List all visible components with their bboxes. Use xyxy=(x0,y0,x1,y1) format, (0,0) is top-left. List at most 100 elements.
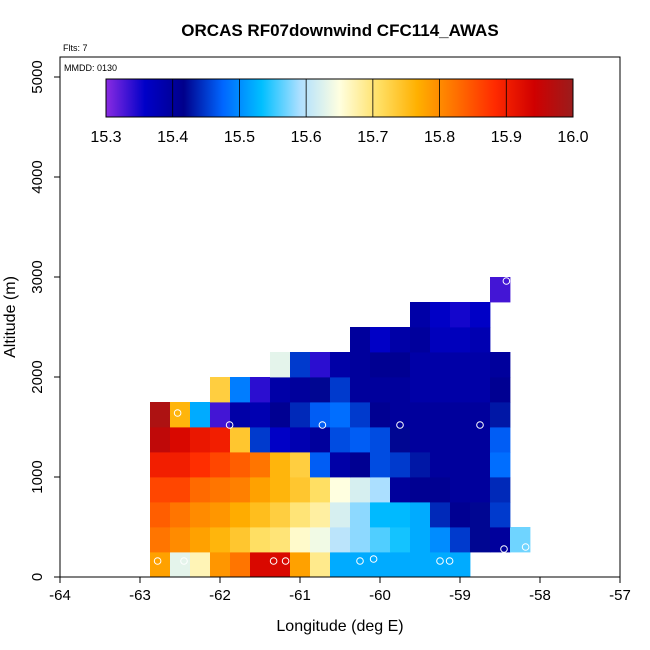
heatmap-cell xyxy=(390,527,411,553)
heatmap-cell xyxy=(190,427,211,453)
heatmap-cell xyxy=(310,502,331,528)
heatmap-cell xyxy=(390,402,411,428)
heatmap-cell xyxy=(270,377,291,403)
heatmap-cell xyxy=(450,502,471,528)
heatmap-cell xyxy=(450,552,471,578)
heatmap-cell xyxy=(470,502,491,528)
heatmap-cell xyxy=(450,527,471,553)
x-tick-label: -61 xyxy=(289,587,311,604)
heatmap-cell xyxy=(150,452,171,478)
heatmap-cells xyxy=(150,277,531,578)
heatmap-cell xyxy=(230,452,251,478)
heatmap-cell xyxy=(210,477,231,503)
heatmap-cell xyxy=(250,452,271,478)
y-tick-label: 5000 xyxy=(29,60,46,93)
heatmap-cell xyxy=(450,402,471,428)
heatmap-cell xyxy=(470,377,491,403)
heatmap-cell xyxy=(350,352,371,378)
heatmap-cell xyxy=(290,477,311,503)
heatmap-cell xyxy=(430,527,451,553)
heatmap-cell xyxy=(330,502,351,528)
heatmap-cell xyxy=(470,427,491,453)
heatmap-cell xyxy=(190,552,211,578)
heatmap-cell xyxy=(250,502,271,528)
colorbar-tick-label: 15.9 xyxy=(491,129,522,146)
heatmap-cell xyxy=(210,427,231,453)
heatmap-cell xyxy=(350,327,371,353)
heatmap-cell xyxy=(170,552,191,578)
sample-point xyxy=(436,557,444,565)
heatmap-cell xyxy=(250,402,271,428)
heatmap-cell xyxy=(370,552,391,578)
heatmap-cell xyxy=(210,402,231,428)
heatmap-cell xyxy=(310,527,331,553)
heatmap-cell xyxy=(210,377,231,403)
heatmap-cell xyxy=(330,427,351,453)
sample-point xyxy=(225,421,234,429)
heatmap-cell xyxy=(450,477,471,503)
heatmap-cell xyxy=(370,427,391,453)
heatmap-cell xyxy=(310,477,331,503)
heatmap-cell xyxy=(390,477,411,503)
heatmap-cell xyxy=(430,302,451,328)
heatmap-cell xyxy=(370,402,391,428)
heatmap-cell xyxy=(450,302,471,328)
heatmap-cell xyxy=(210,527,231,553)
heatmap-cell xyxy=(170,452,191,478)
heatmap-cell xyxy=(430,477,451,503)
heatmap-cell xyxy=(250,527,271,553)
heatmap-cell xyxy=(270,452,291,478)
x-axis: -64 -63 -62 -61 -60 -59 -58 -57 xyxy=(49,577,631,604)
heatmap-cell xyxy=(350,452,371,478)
heatmap-cell xyxy=(330,452,351,478)
heatmap-cell xyxy=(290,552,311,578)
chart-title: ORCAS RF07downwind CFC114_AWAS xyxy=(181,21,498,40)
heatmap-cell xyxy=(350,527,371,553)
heatmap-cell xyxy=(150,527,171,553)
heatmap-cell xyxy=(310,352,331,378)
heatmap-cell xyxy=(250,377,271,403)
heatmap-cell xyxy=(410,352,431,378)
heatmap-cell xyxy=(370,502,391,528)
heatmap-cell xyxy=(190,452,211,478)
heatmap-cell xyxy=(430,452,451,478)
x-tick-label: -57 xyxy=(609,587,631,604)
sample-point xyxy=(502,277,511,285)
heatmap-cell xyxy=(170,477,191,503)
heatmap-cell xyxy=(330,352,351,378)
x-tick-label: -60 xyxy=(369,587,391,604)
heatmap-cell xyxy=(390,327,411,353)
heatmap-cell xyxy=(390,377,411,403)
heatmap-cell xyxy=(250,477,271,503)
sample-point xyxy=(476,421,484,429)
heatmap-cell xyxy=(270,527,291,553)
heatmap-cell xyxy=(150,477,171,503)
sample-point xyxy=(318,421,327,429)
sample-point xyxy=(521,543,530,551)
x-tick-label: -62 xyxy=(209,587,231,604)
colorbar-tick-label: 16.0 xyxy=(557,129,588,146)
date-note: MMDD: 0130 xyxy=(64,63,117,73)
heatmap-cell xyxy=(350,377,371,403)
heatmap-cell xyxy=(250,427,271,453)
heatmap-cell xyxy=(430,427,451,453)
heatmap-cell xyxy=(290,352,311,378)
colorbar-tick-label: 15.4 xyxy=(157,129,188,146)
heatmap-cell xyxy=(410,302,431,328)
heatmap-cell xyxy=(410,452,431,478)
x-tick-label: -63 xyxy=(129,587,151,604)
heatmap-cell xyxy=(350,427,371,453)
colorbar-tick-label: 15.8 xyxy=(424,129,455,146)
heatmap-cell xyxy=(270,402,291,428)
heatmap-cell xyxy=(490,427,511,453)
colorbar-tick-label: 15.7 xyxy=(357,129,388,146)
flights-note: Flts: 7 xyxy=(63,43,88,53)
heatmap-cell xyxy=(310,427,331,453)
heatmap-cell xyxy=(410,502,431,528)
heatmap-cell xyxy=(230,427,251,453)
heatmap-cell xyxy=(290,427,311,453)
heatmap-cell xyxy=(450,427,471,453)
heatmap-cell xyxy=(270,427,291,453)
heatmap-cell xyxy=(430,352,451,378)
